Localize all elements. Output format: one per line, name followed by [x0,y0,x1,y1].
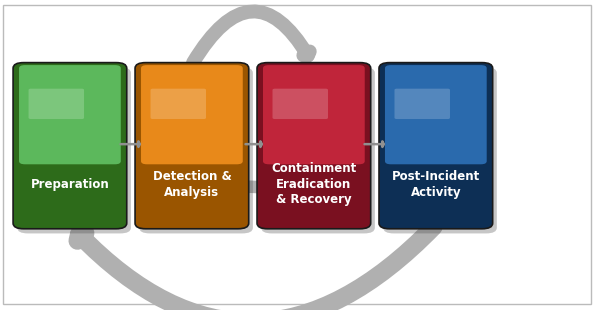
FancyBboxPatch shape [261,67,375,233]
Text: Post-Incident
Activity: Post-Incident Activity [392,170,480,199]
Text: Containment
Eradication
& Recovery: Containment Eradication & Recovery [271,162,356,206]
Text: Detection &
Analysis: Detection & Analysis [152,170,231,199]
FancyBboxPatch shape [379,63,493,229]
FancyBboxPatch shape [263,65,365,164]
FancyBboxPatch shape [383,67,497,233]
FancyBboxPatch shape [13,63,127,229]
FancyArrowPatch shape [197,187,312,223]
FancyBboxPatch shape [139,67,253,233]
FancyBboxPatch shape [257,63,371,229]
FancyBboxPatch shape [273,89,328,119]
FancyBboxPatch shape [151,89,206,119]
FancyBboxPatch shape [17,67,131,233]
FancyBboxPatch shape [135,63,249,229]
Text: Preparation: Preparation [30,178,109,191]
FancyArrowPatch shape [77,227,434,310]
FancyArrowPatch shape [193,11,310,63]
FancyBboxPatch shape [385,65,487,164]
FancyBboxPatch shape [394,89,450,119]
FancyBboxPatch shape [19,65,121,164]
FancyBboxPatch shape [141,65,243,164]
FancyBboxPatch shape [29,89,84,119]
